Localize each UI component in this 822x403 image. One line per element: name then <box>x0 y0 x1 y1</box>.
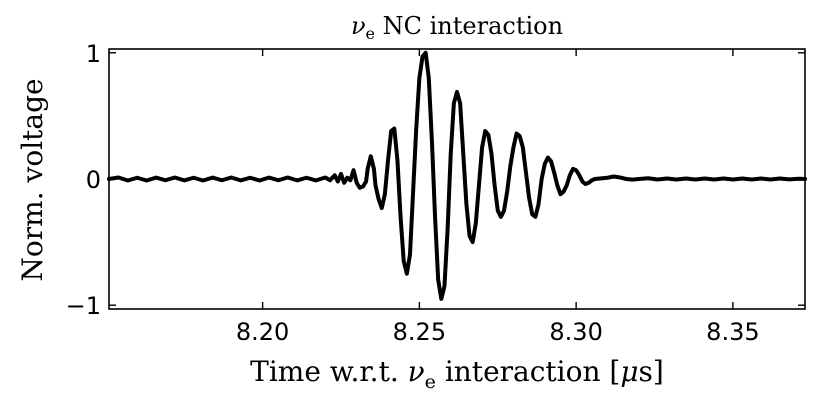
x-label-unit: s] <box>639 355 664 388</box>
x-axis-label: Time w.r.t. νe interaction [μs] <box>250 355 664 393</box>
series-line-1 <box>107 50 807 301</box>
y-axis-label: Norm. voltage <box>16 78 49 281</box>
x-label-suffix: interaction [ <box>436 355 620 388</box>
x-label-prefix: Time w.r.t. <box>250 355 407 388</box>
plot-area: 8.20 8.25 8.30 8.35 1 0 −1 <box>66 40 807 346</box>
title-symbol: ν <box>351 12 366 40</box>
line-marks <box>107 50 807 301</box>
x-tick-label: 8.30 <box>549 318 602 346</box>
y-tick-label: 1 <box>86 40 101 68</box>
title-text: NC interaction <box>375 12 563 40</box>
axis-ticks: 8.20 8.25 8.30 8.35 1 0 −1 <box>66 40 805 346</box>
y-tick-label: −1 <box>66 292 101 320</box>
chart-title: νe NC interaction <box>351 12 563 43</box>
y-tick-label: 0 <box>86 166 101 194</box>
x-label-symbol: ν <box>408 355 425 388</box>
x-label-unit-symbol: μ <box>620 355 638 388</box>
plot-frame <box>108 48 806 310</box>
x-tick-label: 8.25 <box>393 318 446 346</box>
x-tick-label: 8.20 <box>236 318 289 346</box>
x-label-subscript: e <box>425 371 436 393</box>
x-tick-label: 8.35 <box>706 318 759 346</box>
title-subscript: e <box>366 24 375 43</box>
